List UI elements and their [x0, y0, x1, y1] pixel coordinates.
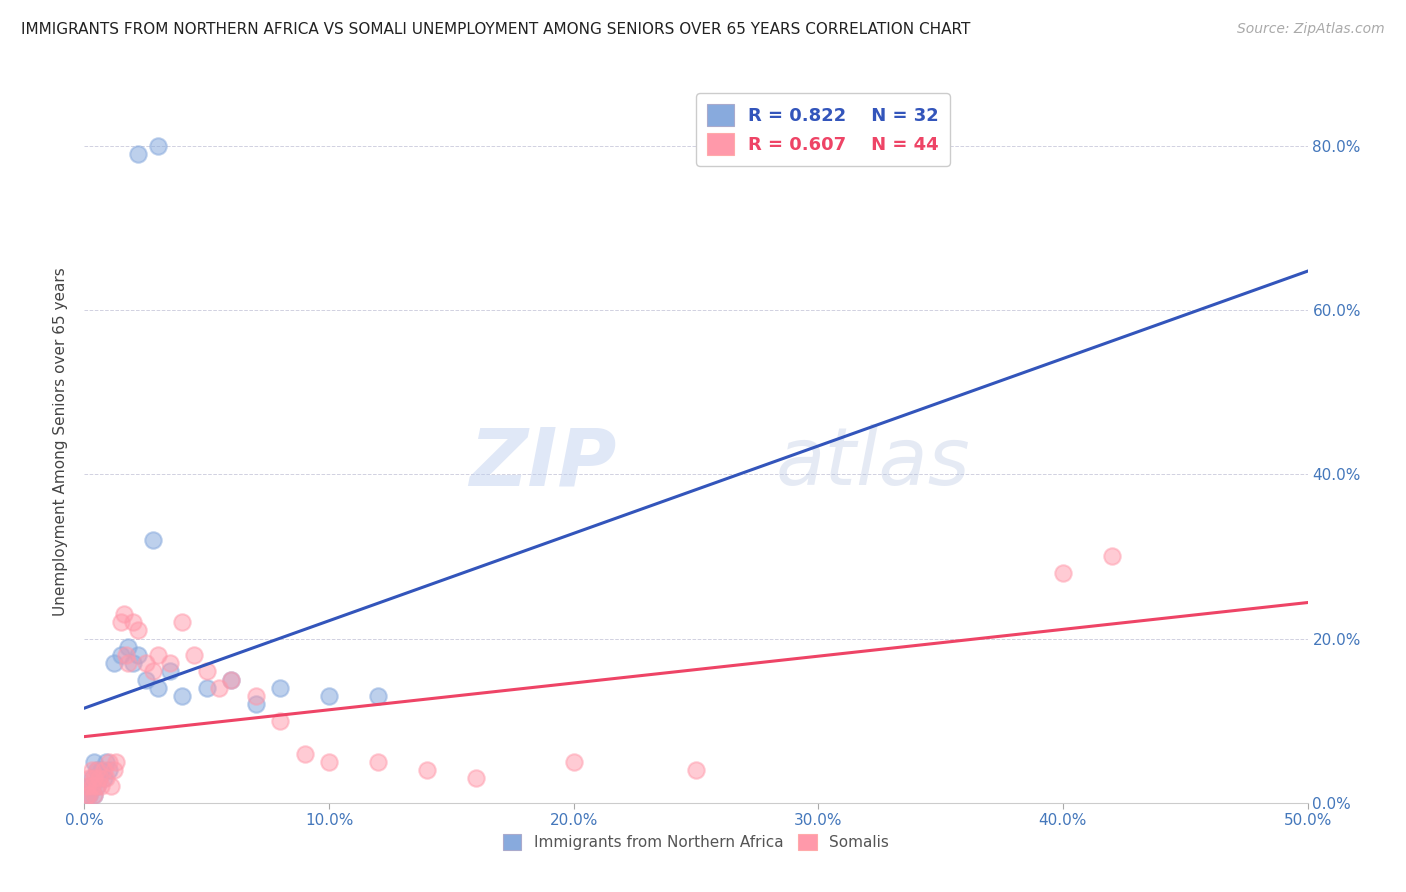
Point [269, 681, 291, 695]
Point [93, 763, 115, 777]
Point [76, 780, 98, 794]
Point [122, 657, 145, 671]
Point [245, 689, 267, 703]
Point [76, 788, 98, 802]
Point [110, 648, 132, 662]
Point [685, 763, 707, 777]
Point [562, 755, 585, 769]
Point [127, 624, 149, 638]
Point [245, 698, 267, 712]
Point [86, 763, 108, 777]
Point [208, 681, 231, 695]
Point [83, 755, 105, 769]
Point [103, 763, 125, 777]
Point [135, 673, 157, 687]
Point [269, 714, 291, 728]
Point [318, 689, 340, 703]
Point [76, 788, 98, 802]
Point [117, 640, 139, 654]
Point [86, 780, 108, 794]
Y-axis label: Unemployment Among Seniors over 65 years: Unemployment Among Seniors over 65 years [53, 268, 69, 615]
Text: atlas: atlas [776, 425, 970, 502]
Point [142, 665, 165, 679]
Point [146, 648, 169, 662]
Point [115, 648, 138, 662]
Point [97, 763, 120, 777]
Point [87, 771, 110, 785]
Point [183, 648, 205, 662]
Point [367, 689, 389, 703]
Point [159, 657, 181, 671]
Point [219, 673, 242, 687]
Point [1052, 566, 1074, 580]
Point [80, 780, 103, 794]
Point [464, 771, 486, 785]
Point [135, 657, 157, 671]
Point [117, 657, 139, 671]
Point [172, 689, 194, 703]
Point [80, 771, 103, 785]
Point [416, 763, 439, 777]
Point [96, 771, 118, 785]
Point [77, 780, 100, 794]
Text: Source: ZipAtlas.com: Source: ZipAtlas.com [1237, 22, 1385, 37]
Point [159, 665, 181, 679]
Point [195, 665, 218, 679]
Point [219, 673, 242, 687]
Point [105, 755, 128, 769]
Point [77, 788, 100, 802]
Point [77, 788, 100, 802]
Point [83, 788, 105, 802]
Point [318, 755, 340, 769]
Point [103, 657, 125, 671]
Point [90, 780, 112, 794]
Point [86, 780, 108, 794]
Point [96, 755, 118, 769]
Point [367, 755, 389, 769]
Point [294, 747, 316, 761]
Point [172, 615, 194, 630]
Point [80, 763, 103, 777]
Point [127, 147, 149, 161]
Legend: Immigrants from Northern Africa, Somalis: Immigrants from Northern Africa, Somalis [496, 829, 896, 856]
Point [142, 533, 165, 547]
Point [112, 607, 135, 621]
Point [122, 615, 145, 630]
Point [87, 771, 110, 785]
Point [77, 771, 100, 785]
Point [146, 139, 169, 153]
Point [93, 771, 115, 785]
Point [1101, 549, 1123, 564]
Point [80, 780, 103, 794]
Text: IMMIGRANTS FROM NORTHERN AFRICA VS SOMALI UNEMPLOYMENT AMONG SENIORS OVER 65 YEA: IMMIGRANTS FROM NORTHERN AFRICA VS SOMAL… [21, 22, 970, 37]
Point [146, 681, 169, 695]
Point [110, 615, 132, 630]
Point [127, 648, 149, 662]
Text: ZIP: ZIP [470, 425, 616, 502]
Point [90, 763, 112, 777]
Point [100, 780, 122, 794]
Point [83, 788, 105, 802]
Point [83, 771, 105, 785]
Point [195, 681, 218, 695]
Point [97, 755, 120, 769]
Point [86, 763, 108, 777]
